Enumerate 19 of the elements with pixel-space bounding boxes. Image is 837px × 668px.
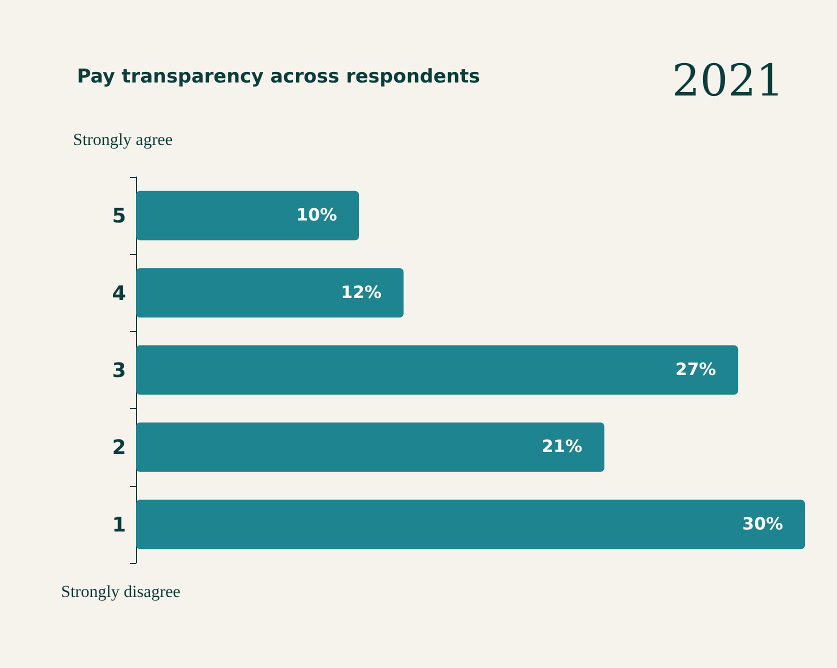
bar	[136, 422, 604, 472]
y-tick-label: 4	[112, 280, 126, 305]
data-label: 12%	[340, 282, 382, 303]
text: Strongly agree	[73, 130, 173, 149]
bar	[136, 345, 738, 395]
text: Strongly disagree	[61, 582, 180, 601]
chart-subtitle: 2021	[672, 56, 784, 106]
data-label: 10%	[296, 206, 337, 226]
y-tick-label: 2	[112, 435, 126, 460]
bar	[136, 190, 359, 240]
bar	[136, 500, 805, 550]
chart-title: Pay transparency across respondents	[77, 66, 480, 88]
y-tick-label: 5	[112, 204, 126, 228]
bar	[136, 268, 404, 318]
data-label: 27%	[675, 360, 716, 380]
y-tick-label: 1	[112, 512, 126, 536]
data-label: 21%	[542, 437, 582, 458]
data-label: 30%	[742, 514, 783, 534]
y-tick-label: 3	[112, 358, 126, 382]
